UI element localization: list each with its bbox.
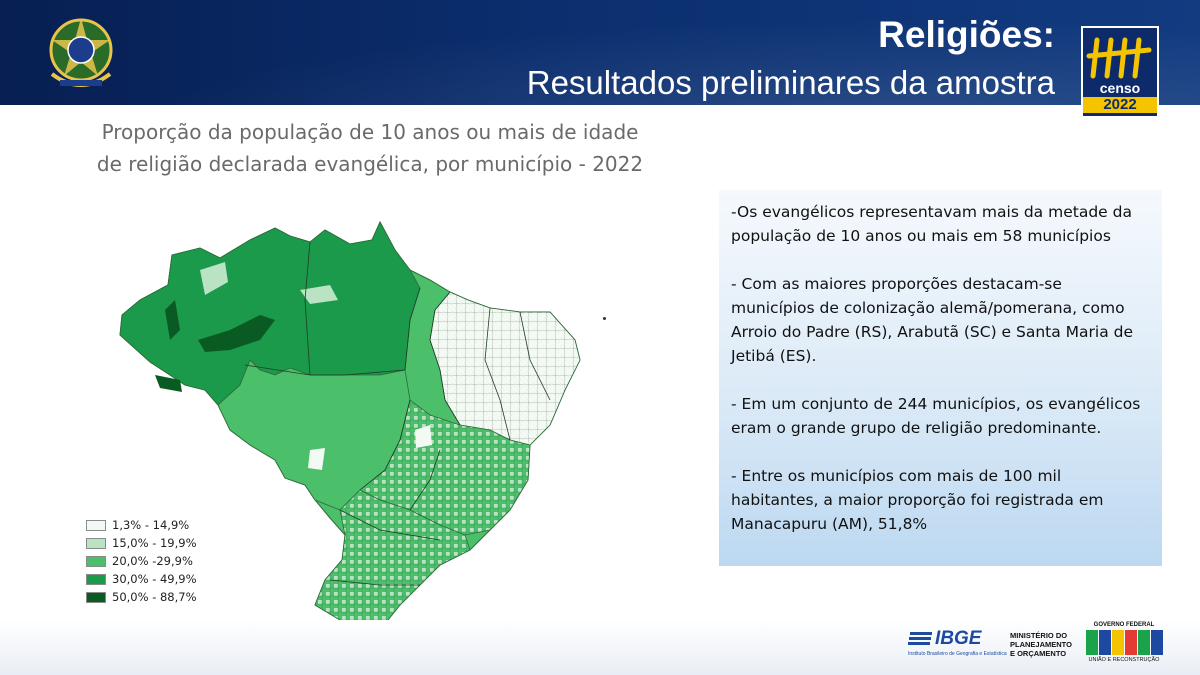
map-title-line1: Proporção da população de 10 anos ou mai… [101, 120, 639, 144]
legend-swatch [86, 519, 106, 531]
state-borders [244, 241, 551, 586]
region-darkest-1 [198, 315, 275, 352]
note-paragraph: - Em um conjunto de 244 municípios, os e… [731, 395, 1141, 437]
ibge-wordmark: IBGE [935, 628, 982, 649]
legend-item: 50,0% - 88,7% [86, 588, 197, 606]
region-light-1 [200, 262, 228, 295]
legend-label: 30,0% - 49,9% [112, 572, 197, 586]
stray-dot [603, 317, 606, 320]
map-title: Proporção da população de 10 anos ou mai… [60, 116, 680, 180]
ministry-line: MINISTÉRIO DO [1010, 631, 1068, 640]
legend-item: 30,0% - 49,9% [86, 570, 197, 588]
legend-label: 50,0% - 88,7% [112, 590, 197, 604]
brazil-choropleth-map [119, 220, 581, 662]
brasil-logo-icon [1083, 630, 1165, 655]
legend-item: 1,3% - 14,9% [86, 516, 197, 534]
legend-item: 20,0% -29,9% [86, 552, 197, 570]
legend-swatch [86, 537, 106, 549]
header-bar: Religiões: Resultados preliminares da am… [0, 0, 1200, 105]
legend-label: 15,0% - 19,9% [112, 536, 197, 550]
ministry-line: E ORÇAMENTO [1010, 649, 1067, 658]
footer-bar [0, 620, 1200, 675]
legend-swatch [86, 555, 106, 567]
page-title: Religiões: [878, 14, 1055, 55]
legend-item: 15,0% - 19,9% [86, 534, 197, 552]
censo-word: censo [1099, 80, 1141, 96]
legend-swatch [86, 573, 106, 585]
gov-federal-label: GOVERNO FEDERAL [1093, 622, 1155, 628]
ministry-line: PLANEJAMENTO [1010, 640, 1072, 649]
notes-box: -Os evangélicos representavam mais da me… [719, 190, 1162, 566]
legend-label: 1,3% - 14,9% [112, 518, 190, 532]
ibge-logo-icon [908, 632, 932, 645]
gov-slogan: UNIÃO E RECONSTRUÇÃO [1088, 657, 1160, 663]
tally-marks-icon [1086, 37, 1152, 79]
map-legend: 1,3% - 14,9% 15,0% - 19,9% 20,0% -29,9% … [86, 516, 197, 606]
censo-year: 2022 [1083, 97, 1157, 113]
coat-of-arms-icon [49, 18, 113, 87]
region-white-2 [415, 425, 432, 448]
legend-swatch [86, 591, 106, 603]
ministry-label: MINISTÉRIO DO PLANEJAMENTO E ORÇAMENTO [1010, 631, 1072, 658]
region-darkest-2 [165, 300, 180, 340]
note-paragraph: - Entre os municípios com mais de 100 mi… [731, 467, 1104, 533]
region-darkest-3 [155, 375, 182, 392]
map-title-line2: de religião declarada evangélica, por mu… [96, 152, 644, 176]
censo-logo: censo 2022 [1081, 26, 1159, 118]
region-light-2 [300, 285, 338, 304]
note-paragraph: - Com as maiores proporções destacam-se … [731, 275, 1134, 365]
legend-label: 20,0% -29,9% [112, 554, 193, 568]
note-paragraph: -Os evangélicos representavam mais da me… [731, 203, 1132, 245]
page-subtitle: Resultados preliminares da amostra [526, 64, 1055, 101]
region-white-1 [308, 448, 325, 470]
ibge-subtitle: Instituto Brasileiro de Geografia e Esta… [908, 651, 1007, 657]
